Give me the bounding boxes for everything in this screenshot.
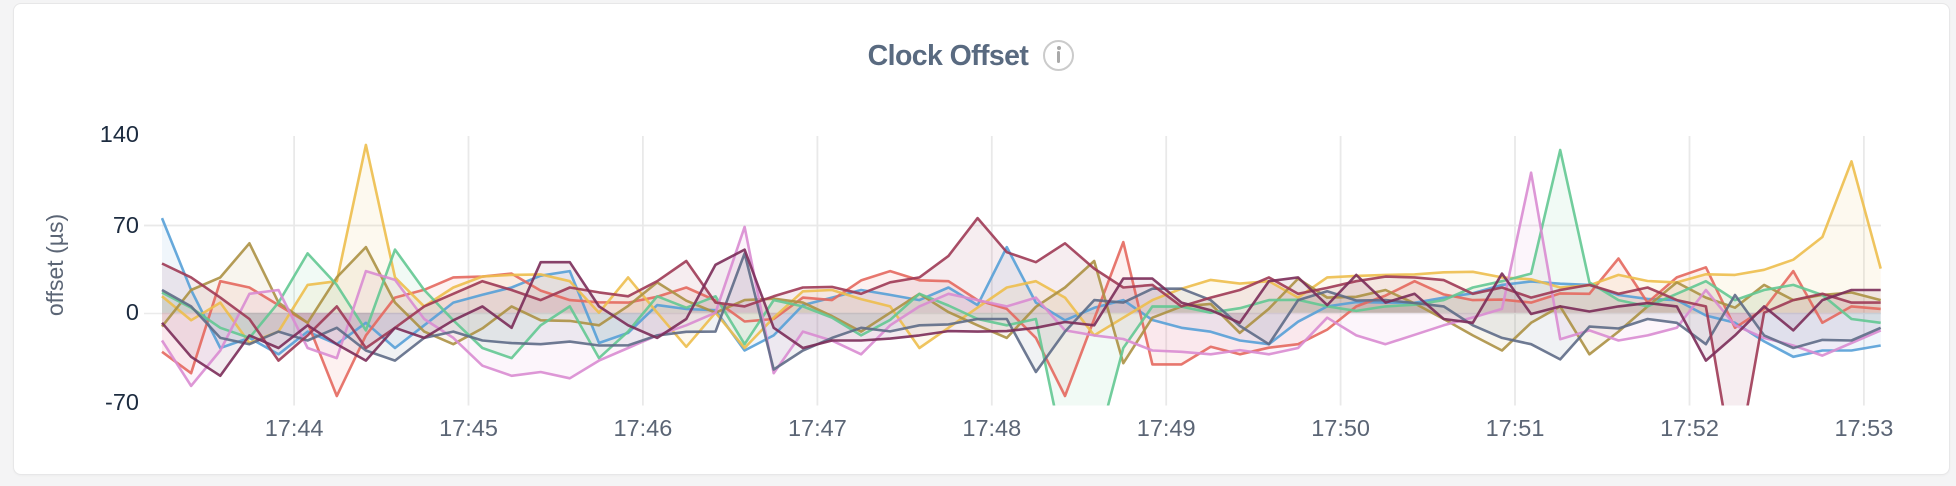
svg-text:offset (µs): offset (µs) <box>42 214 68 316</box>
svg-text:140: 140 <box>100 121 139 147</box>
svg-text:17:45: 17:45 <box>439 415 498 441</box>
svg-text:17:53: 17:53 <box>1834 415 1893 441</box>
svg-text:0: 0 <box>126 299 139 325</box>
svg-text:17:49: 17:49 <box>1137 415 1196 441</box>
svg-text:70: 70 <box>113 212 139 238</box>
svg-text:-70: -70 <box>105 389 139 415</box>
svg-text:17:44: 17:44 <box>265 415 324 441</box>
svg-text:17:48: 17:48 <box>962 415 1021 441</box>
svg-text:17:46: 17:46 <box>613 415 672 441</box>
svg-text:17:51: 17:51 <box>1486 415 1545 441</box>
svg-text:17:50: 17:50 <box>1311 415 1370 441</box>
svg-text:17:47: 17:47 <box>788 415 847 441</box>
svg-text:17:52: 17:52 <box>1660 415 1719 441</box>
